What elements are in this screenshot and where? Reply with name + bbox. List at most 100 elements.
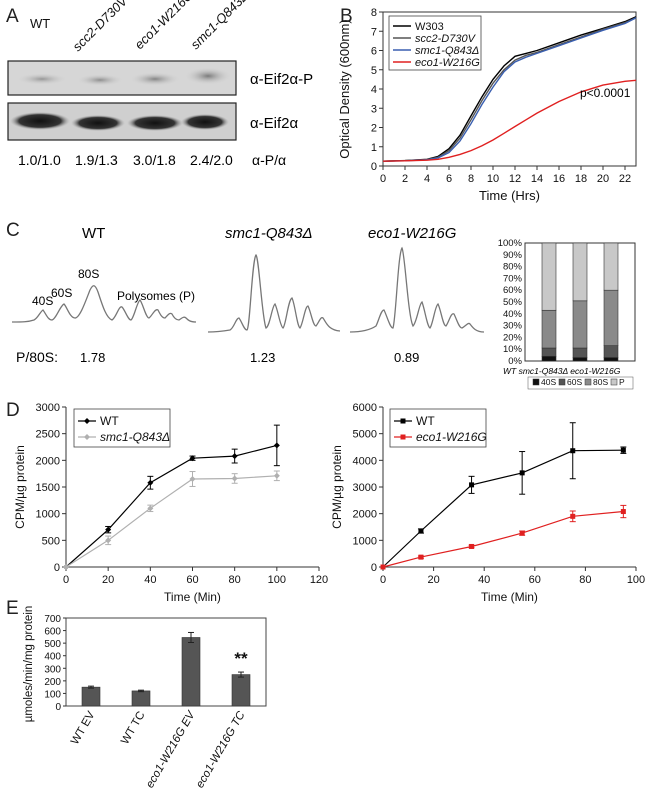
x-tick-label: 20: [597, 173, 609, 185]
series-line: [382, 449, 624, 568]
ratio-smc1: 2.4/2.0: [190, 152, 233, 168]
legend-swatch: [584, 378, 592, 386]
y-tick-label: 100: [44, 689, 61, 700]
y-tick-label: 40%: [503, 309, 523, 320]
panel-c-letter: C: [6, 220, 20, 241]
legend-label: eco1-W216G: [415, 57, 480, 69]
stacked-bar-chart: 0%10%20%30%40%50%60%70%80%90%100% 40S 60S 8…: [498, 238, 636, 390]
data-point: [620, 509, 626, 515]
x-tick-label: eco1-W216G TC: [194, 709, 248, 790]
y-tick-label: 3: [371, 103, 377, 115]
lane-label-scc2: scc2-D730V: [70, 0, 132, 54]
stacked-segment: [572, 347, 588, 358]
legend-swatch: [532, 378, 540, 386]
y-tick-label: 2000: [36, 455, 60, 467]
stacked-segment: [541, 347, 557, 357]
y-tick-label: 500: [44, 639, 61, 650]
data-point: [231, 453, 238, 460]
data-point: [189, 476, 196, 482]
x-tick-label: WT EV: [69, 709, 98, 747]
y-tick-label: 100%: [498, 238, 523, 249]
y-tick-label: 1500: [36, 482, 60, 494]
ratio-eco1: 3.0/1.8: [133, 152, 176, 168]
y-tick-label: 90%: [503, 250, 523, 261]
bar: [81, 686, 101, 707]
ratio-wt: 1.0/1.0: [18, 152, 61, 168]
stacked-segment: [603, 357, 619, 362]
y-tick-label: 700: [44, 614, 61, 625]
stacked-segment: [541, 355, 557, 362]
y-tick-label: 0: [55, 702, 61, 713]
x-axis-label: Time (Hrs): [479, 188, 540, 203]
stacked-segment: [603, 289, 619, 346]
blot-label-phospho: α-Eif2α-P: [250, 71, 313, 88]
x-tick-label: 40: [478, 574, 490, 586]
y-tick-label: 0: [371, 562, 377, 574]
x-tick-label: 0: [63, 574, 69, 586]
data-point: [418, 528, 424, 534]
y-tick-label: 5: [371, 65, 377, 77]
x-tick-label: 80: [229, 574, 241, 586]
data-point: [570, 513, 576, 519]
legend-label: smc1-Q843Δ: [100, 430, 170, 444]
y-tick-label: 4000: [353, 455, 377, 467]
blot-label-total: α-Eif2α: [250, 115, 299, 132]
blot-phospho: [7, 60, 237, 96]
legend-label: eco1-W216G: [416, 430, 487, 444]
y-tick-label: 200: [44, 677, 61, 688]
y-tick-label: 50%: [503, 297, 523, 308]
y-tick-label: 60%: [503, 285, 523, 296]
y-tick-label: 6000: [353, 402, 377, 414]
bar: [131, 690, 151, 707]
x-tick-label: 20: [102, 574, 114, 586]
y-tick-label: 0: [371, 161, 377, 173]
legend-swatch: [610, 378, 618, 386]
y-tick-label: 400: [44, 652, 61, 663]
lane-label-smc1: smc1-Q843Δ: [188, 0, 252, 52]
legend-label: 40S: [541, 377, 556, 387]
data-point: [519, 530, 525, 536]
peak-label-polysomes: Polysomes (P): [117, 289, 195, 303]
y-tick-label: 300: [44, 664, 61, 675]
bar: [231, 674, 251, 707]
legend-box: [527, 376, 634, 390]
peak-label-40s: 40S: [32, 294, 53, 308]
y-tick-label: 5000: [353, 429, 377, 441]
data-point: [469, 543, 475, 549]
y-tick-label: 4: [371, 84, 377, 96]
data-point: [469, 482, 475, 488]
x-tick-label: eco1-W216G EV: [144, 708, 198, 790]
data-point: [380, 564, 386, 570]
x-tick-label: 22: [619, 173, 631, 185]
lane-label-eco1: eco1-W216G: [132, 0, 197, 52]
y-tick-label: 1: [371, 142, 377, 154]
stacked-segment: [603, 242, 619, 291]
y-axis-label: CPM/µg protein: [13, 445, 27, 529]
y-tick-label: 3000: [353, 482, 377, 494]
y-axis-label: Optical Density (600nm): [337, 19, 352, 158]
x-tick-label: 0: [380, 173, 386, 185]
y-tick-label: 70%: [503, 273, 523, 284]
legend-marker: [84, 434, 90, 440]
pvalue-annotation: p<0.0001: [580, 86, 631, 100]
x-tick-label: WT TC: [119, 710, 147, 747]
data-point: [231, 475, 238, 482]
legend-swatch: [558, 378, 566, 386]
data-point: [620, 447, 626, 453]
x-tick-label: 6: [446, 173, 452, 185]
legend-label: 60S: [567, 377, 582, 387]
data-point: [273, 472, 280, 479]
series-line: [65, 475, 277, 568]
profile-title-wt: WT: [82, 225, 105, 242]
data-point: [189, 455, 196, 462]
y-tick-label: 3000: [36, 402, 60, 414]
x-tick-label: 60: [186, 574, 198, 586]
profile-eco1: [349, 246, 485, 333]
profile-ratio-eco1: 0.89: [394, 350, 419, 365]
legend-label: WT: [416, 414, 435, 428]
x-tick-label: 4: [424, 173, 430, 185]
uptake-chart-eco1: 0 20 40 60 80 1000100020003000400050006000Tim…: [330, 402, 645, 604]
data-point: [418, 554, 424, 560]
legend-label: W303: [415, 21, 444, 33]
data-point: [105, 537, 112, 544]
